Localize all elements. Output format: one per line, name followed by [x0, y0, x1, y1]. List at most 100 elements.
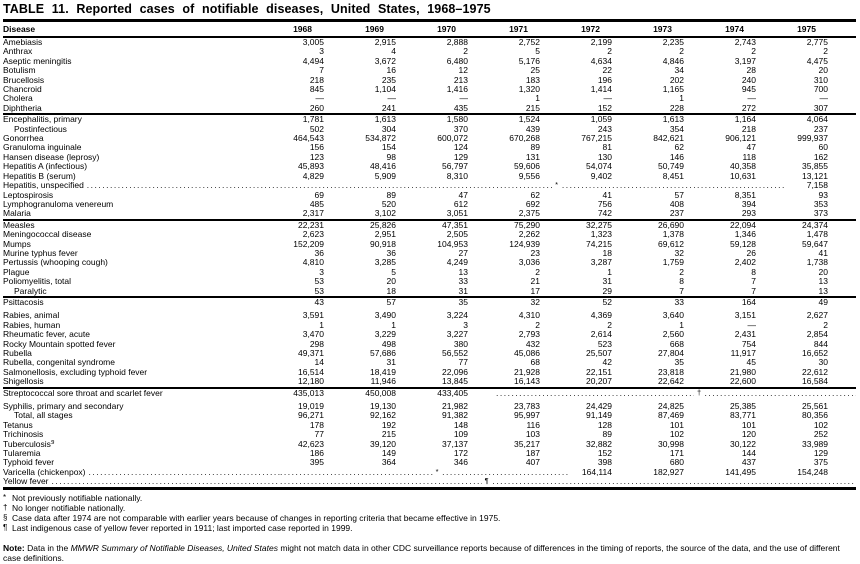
value-cell: 183 [525, 74, 540, 85]
value-cell: 27 [458, 247, 468, 258]
value-cell: 237 [669, 208, 684, 219]
header-row: Disease 1968 1969 1970 1971 1972 1973 1974 1975 [3, 22, 856, 38]
value-cell: 124,939 [509, 238, 540, 249]
value-cell: 7 [751, 285, 756, 296]
value-cell: 3,490 [374, 310, 396, 321]
value-cell: 435,013 [293, 387, 324, 398]
footnotes: * Not previously notifiable nationally. † N… [3, 490, 856, 534]
value-cell: 439 [525, 123, 540, 134]
value-cell: 523 [597, 338, 612, 349]
value-cell: 692 [525, 198, 540, 209]
value-cell: 237 [813, 123, 828, 134]
value-cell: 1 [607, 266, 612, 277]
value-cell: 2 [607, 46, 612, 57]
value-cell: 1,165 [662, 84, 684, 95]
footnote-marker: * [432, 467, 442, 477]
value-cell: 218 [741, 123, 756, 134]
value-cell: 2,431 [734, 329, 756, 340]
table-header: Disease 1968 1969 1970 1971 1972 1973 1974 1975 [3, 22, 856, 38]
value-cell: 2 [679, 46, 684, 57]
note-label: Note: [3, 542, 25, 553]
value-cell: 25,385 [730, 401, 756, 412]
value-cell: 4,829 [302, 170, 324, 181]
value-cell: 32 [674, 247, 684, 258]
value-cell: 1,580 [446, 114, 468, 125]
value-cell: 24,374 [802, 219, 828, 230]
footnote-marker: † [3, 502, 8, 512]
table-row: Hepatitis, unspecified..................… [3, 180, 856, 190]
value-cell: 375 [813, 457, 828, 468]
value-cell: 25,507 [586, 348, 612, 358]
disease-label: Rubella, congenital syndrome [3, 358, 115, 368]
value-cell: 56,797 [442, 161, 468, 172]
disease-label: Amebiasis [3, 37, 43, 47]
value-cell: 5 [535, 46, 540, 57]
value-cell: 43 [314, 296, 324, 307]
disease-label: Tuberculosis§ [3, 439, 55, 449]
table-row: Rheumatic fever, acute 3,470 3,229 3,227 2,7… [3, 329, 856, 340]
value-cell: 1 [679, 319, 684, 330]
value-cell: 50,749 [658, 161, 684, 172]
value-cell: 3,102 [374, 208, 396, 219]
disease-label: Varicella (chickenpox)..................… [3, 468, 280, 477]
value-cell: 1,613 [374, 114, 396, 125]
value-cell: 19,019 [298, 401, 324, 412]
value-cell: 3 [319, 46, 324, 57]
table-row: Anthrax 3 4 2 5 2 2 2 2 [3, 46, 856, 57]
table-row: Gonorrhea 464,543 534,872 600,072 670,268 767… [3, 133, 856, 144]
note-source-title: MMWR Summary of Notifiable Diseases, Uni… [70, 542, 278, 553]
value-cell: 346 [453, 457, 468, 468]
value-cell: 23,818 [658, 366, 684, 377]
value-cell: 3,285 [374, 257, 396, 268]
value-cell: 26,690 [658, 219, 684, 230]
table-row: Diphtheria 260 241 435 215 152 228 272 307 [3, 102, 856, 114]
value-cell: 354 [669, 123, 684, 134]
table-row: Yellow fever............................… [3, 477, 856, 488]
value-cell: 353 [813, 198, 828, 209]
value-cell: 60 [818, 142, 828, 153]
value-cell: 39,120 [370, 438, 396, 449]
value-cell: 22,096 [442, 366, 468, 377]
value-cell: 57 [386, 296, 396, 307]
value-cell: 241 [381, 102, 396, 113]
table-row: Streptococcal sore throat and scarlet fe… [3, 387, 856, 402]
value-cell: 9,402 [590, 170, 612, 181]
value-cell: 437 [741, 457, 756, 468]
value-cell: 24,429 [586, 401, 612, 412]
disease-label: Meningococcal disease [3, 230, 92, 240]
footnote: ¶ Last indigenous case of yellow fever re… [3, 523, 856, 533]
value-cell: 3,197 [734, 55, 756, 66]
table-row: Measles 22,231 25,826 47,351 75,290 32,275 26,… [3, 220, 856, 230]
disease-label: Hepatitis B (serum) [3, 171, 76, 181]
value-cell: 2 [823, 46, 828, 57]
value-cell: 228 [669, 102, 684, 113]
footnote-text: No longer notifiable nationally. [12, 502, 126, 513]
value-cell: 146 [669, 151, 684, 162]
table-row: Amebiasis 3,005 2,915 2,888 2,752 2,199 2,235 2… [3, 37, 856, 47]
value-cell: 235 [381, 74, 396, 85]
disease-label: Salmonellosis, excluding typhoid fever [3, 367, 148, 377]
disease-label: Syphilis, primary and secondary [3, 402, 124, 412]
value-cell: 364 [381, 457, 396, 468]
value-cell: 89 [386, 189, 396, 200]
value-cell: 999,937 [797, 133, 828, 144]
value-cell: 756 [597, 198, 612, 209]
footnote: § Case data after 1974 are not comparable… [3, 513, 856, 523]
value-cell: 87,469 [658, 410, 684, 421]
value-cell: 69 [314, 189, 324, 200]
value-cell: 2,560 [662, 329, 684, 340]
value-cell: 742 [597, 208, 612, 219]
value-cell: 3,036 [518, 257, 540, 268]
disease-label: Malaria [3, 209, 31, 219]
value-cell: 20,207 [586, 376, 612, 387]
value-cell: 1,414 [590, 84, 612, 95]
value-cell: 3,227 [446, 329, 468, 340]
value-cell: 2,854 [806, 329, 828, 340]
table-row: Lymphogranuloma venereum 485 520 612 692 756 4… [3, 198, 856, 209]
value-cell: 120 [741, 429, 756, 440]
value-cell: 148 [453, 419, 468, 430]
value-cell: 30,122 [730, 438, 756, 449]
value-cell: 16,652 [802, 348, 828, 358]
value-cell: 92,162 [370, 410, 396, 421]
footnote-marker: * [552, 181, 562, 190]
